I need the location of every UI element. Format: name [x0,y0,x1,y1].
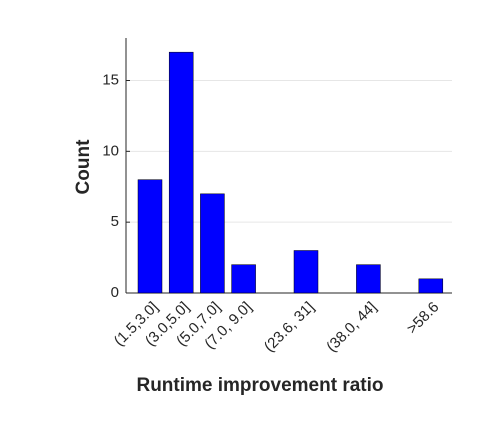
y-tick-label: 5 [111,213,119,230]
y-tick-label: 10 [102,142,119,159]
bar [231,264,256,294]
bar [168,51,194,294]
bar [137,179,163,294]
bar [356,264,381,294]
bar [418,278,444,294]
x-tick-label: (38.0, 44] [323,299,380,356]
x-axis-label: Runtime improvement ratio [136,375,383,396]
y-tick-label: 15 [102,71,119,88]
y-axis-label: Count [73,139,94,195]
bar [200,193,225,294]
x-tick-label: (23.6, 31] [261,299,318,356]
y-tick-label: 0 [111,284,119,301]
x-tick-label: >58.6 [404,299,443,338]
bar [293,250,319,294]
